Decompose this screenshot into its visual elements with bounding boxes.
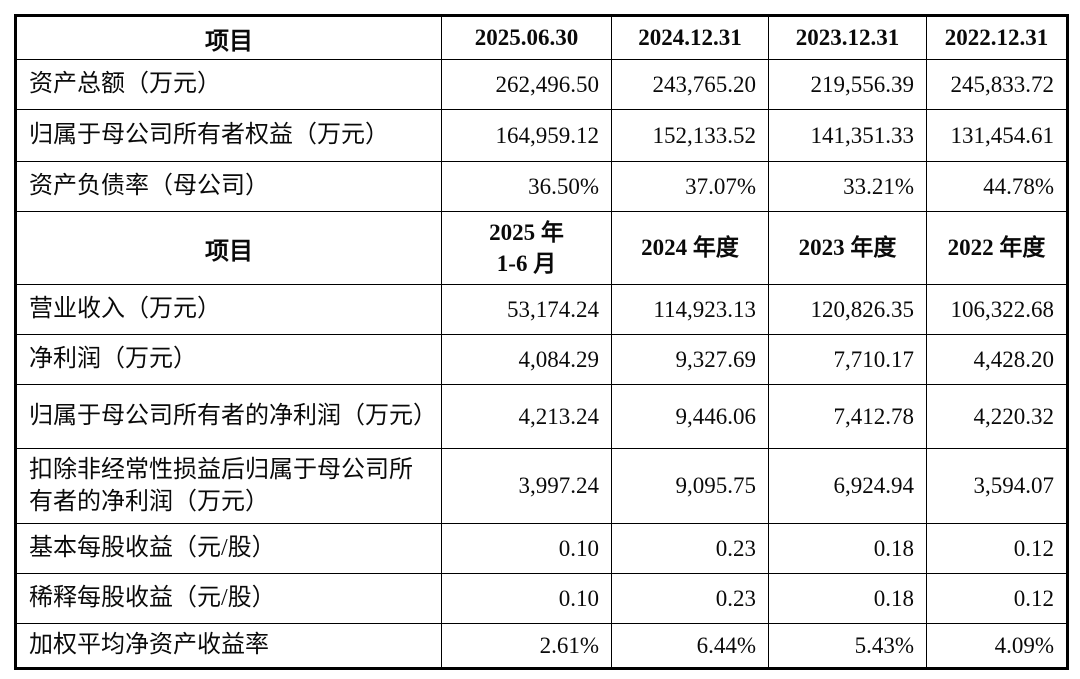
cell-value: 2.61% [441, 623, 612, 669]
column-header-date-3: 2023.12.31 [768, 15, 927, 60]
cell-value: 0.10 [441, 523, 612, 574]
cell-value: 9,095.75 [611, 448, 769, 524]
cell-value: 0.23 [611, 573, 769, 624]
cell-value: 3,997.24 [441, 448, 612, 524]
table-row-basic-eps: 基本每股收益（元/股） 0.10 0.23 0.18 0.12 [15, 523, 1068, 574]
column-header-period-1: 2025 年 1-6 月 [441, 211, 612, 285]
column-header-period-4: 2022 年度 [926, 211, 1068, 285]
cell-value: 53,174.24 [441, 284, 612, 335]
row-label: 加权平均净资产收益率 [15, 623, 442, 669]
cell-value: 37.07% [611, 161, 769, 212]
table-header-row-income: 项目 2025 年 1-6 月 2024 年度 2023 年度 2022 年度 [15, 211, 1068, 285]
column-header-date-2: 2024.12.31 [611, 15, 769, 60]
cell-value: 243,765.20 [611, 59, 769, 110]
cell-value: 9,327.69 [611, 334, 769, 385]
table-header-row-balance: 项目 2025.06.30 2024.12.31 2023.12.31 2022… [15, 15, 1068, 60]
table-row-total-assets: 资产总额（万元） 262,496.50 243,765.20 219,556.3… [15, 59, 1068, 110]
cell-value: 120,826.35 [768, 284, 927, 335]
cell-value: 9,446.06 [611, 384, 769, 449]
column-header-period-3: 2023 年度 [768, 211, 927, 285]
cell-value: 6.44% [611, 623, 769, 669]
row-label: 资产总额（万元） [15, 59, 442, 110]
cell-value: 262,496.50 [441, 59, 612, 110]
period-line-2: 1-6 月 [496, 251, 557, 276]
table-row-parent-net-profit: 归属于母公司所有者的净利润（万元） 4,213.24 9,446.06 7,41… [15, 384, 1068, 449]
row-label: 资产负债率（母公司） [15, 161, 442, 212]
cell-value: 0.23 [611, 523, 769, 574]
cell-value: 0.10 [441, 573, 612, 624]
row-label: 营业收入（万元） [15, 284, 442, 335]
column-header-period-2: 2024 年度 [611, 211, 769, 285]
cell-value: 106,322.68 [926, 284, 1068, 335]
column-header-item: 项目 [15, 211, 442, 285]
cell-value: 7,412.78 [768, 384, 927, 449]
cell-value: 6,924.94 [768, 448, 927, 524]
cell-value: 33.21% [768, 161, 927, 212]
cell-value: 4,213.24 [441, 384, 612, 449]
row-label: 归属于母公司所有者权益（万元） [15, 109, 442, 162]
row-label: 基本每股收益（元/股） [15, 523, 442, 574]
cell-value: 219,556.39 [768, 59, 927, 110]
column-header-date-1: 2025.06.30 [441, 15, 612, 60]
table-row-revenue: 营业收入（万元） 53,174.24 114,923.13 120,826.35… [15, 284, 1068, 335]
row-label: 稀释每股收益（元/股） [15, 573, 442, 624]
cell-value: 0.12 [926, 573, 1068, 624]
table-row-weighted-roe: 加权平均净资产收益率 2.61% 6.44% 5.43% 4.09% [15, 623, 1068, 669]
table-row-parent-equity: 归属于母公司所有者权益（万元） 164,959.12 152,133.52 14… [15, 109, 1068, 162]
table-row-deducted-net-profit: 扣除非经常性损益后归属于母公司所有者的净利润（万元） 3,997.24 9,09… [15, 448, 1068, 524]
cell-value: 114,923.13 [611, 284, 769, 335]
cell-value: 0.12 [926, 523, 1068, 574]
cell-value: 4,084.29 [441, 334, 612, 385]
cell-value: 36.50% [441, 161, 612, 212]
cell-value: 152,133.52 [611, 109, 769, 162]
table-row-net-profit: 净利润（万元） 4,084.29 9,327.69 7,710.17 4,428… [15, 334, 1068, 385]
cell-value: 141,351.33 [768, 109, 927, 162]
cell-value: 4,428.20 [926, 334, 1068, 385]
cell-value: 131,454.61 [926, 109, 1068, 162]
row-label: 净利润（万元） [15, 334, 442, 385]
row-label: 归属于母公司所有者的净利润（万元） [15, 384, 442, 449]
column-header-item: 项目 [15, 15, 442, 60]
cell-value: 3,594.07 [926, 448, 1068, 524]
cell-value: 245,833.72 [926, 59, 1068, 110]
cell-value: 7,710.17 [768, 334, 927, 385]
period-line-1: 2025 年 [489, 219, 564, 245]
cell-value: 5.43% [768, 623, 927, 669]
cell-value: 4,220.32 [926, 384, 1068, 449]
table-row-debt-ratio: 资产负债率（母公司） 36.50% 37.07% 33.21% 44.78% [15, 161, 1068, 212]
cell-value: 44.78% [926, 161, 1068, 212]
table-row-diluted-eps: 稀释每股收益（元/股） 0.10 0.23 0.18 0.12 [15, 573, 1068, 624]
cell-value: 164,959.12 [441, 109, 612, 162]
cell-value: 0.18 [768, 573, 927, 624]
financial-summary-table: 项目 2025.06.30 2024.12.31 2023.12.31 2022… [14, 14, 1069, 670]
cell-value: 4.09% [926, 623, 1068, 669]
cell-value: 0.18 [768, 523, 927, 574]
row-label: 扣除非经常性损益后归属于母公司所有者的净利润（万元） [15, 448, 442, 524]
column-header-date-4: 2022.12.31 [926, 15, 1068, 60]
